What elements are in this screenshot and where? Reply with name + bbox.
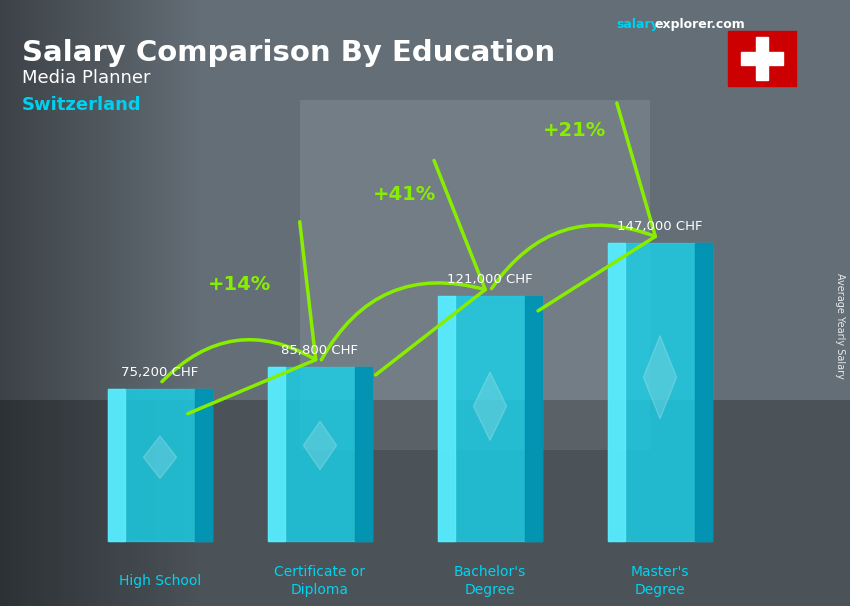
Bar <box>756 38 768 79</box>
Bar <box>108 388 125 541</box>
Text: Bachelor's
Degree: Bachelor's Degree <box>454 565 526 597</box>
Bar <box>268 367 285 541</box>
Text: 147,000 CHF: 147,000 CHF <box>617 220 703 233</box>
Text: explorer.com: explorer.com <box>655 18 745 31</box>
Polygon shape <box>144 436 177 479</box>
Bar <box>525 296 542 541</box>
Bar <box>608 243 712 541</box>
Text: Media Planner: Media Planner <box>22 69 150 87</box>
Bar <box>608 243 625 541</box>
Text: Master's
Degree: Master's Degree <box>631 565 689 597</box>
Text: +21%: +21% <box>543 121 607 140</box>
Bar <box>438 296 542 541</box>
Text: Average Yearly Salary: Average Yearly Salary <box>835 273 845 379</box>
Text: +41%: +41% <box>373 184 437 204</box>
Bar <box>728 31 796 86</box>
Bar <box>438 296 455 541</box>
Bar <box>695 243 712 541</box>
Text: Switzerland: Switzerland <box>22 96 142 114</box>
Polygon shape <box>643 336 677 419</box>
Text: 85,800 CHF: 85,800 CHF <box>281 344 359 357</box>
Text: salary: salary <box>616 18 659 31</box>
Bar <box>355 367 372 541</box>
Text: 121,000 CHF: 121,000 CHF <box>447 273 533 286</box>
Bar <box>268 367 372 541</box>
Bar <box>196 388 212 541</box>
Text: Certificate or
Diploma: Certificate or Diploma <box>275 565 366 597</box>
Bar <box>108 388 212 541</box>
Polygon shape <box>473 372 507 441</box>
Text: +14%: +14% <box>208 275 272 294</box>
Text: High School: High School <box>119 574 201 588</box>
Text: Salary Comparison By Education: Salary Comparison By Education <box>22 39 555 67</box>
Polygon shape <box>303 421 337 470</box>
Text: 75,200 CHF: 75,200 CHF <box>122 365 199 379</box>
Bar <box>741 53 783 65</box>
